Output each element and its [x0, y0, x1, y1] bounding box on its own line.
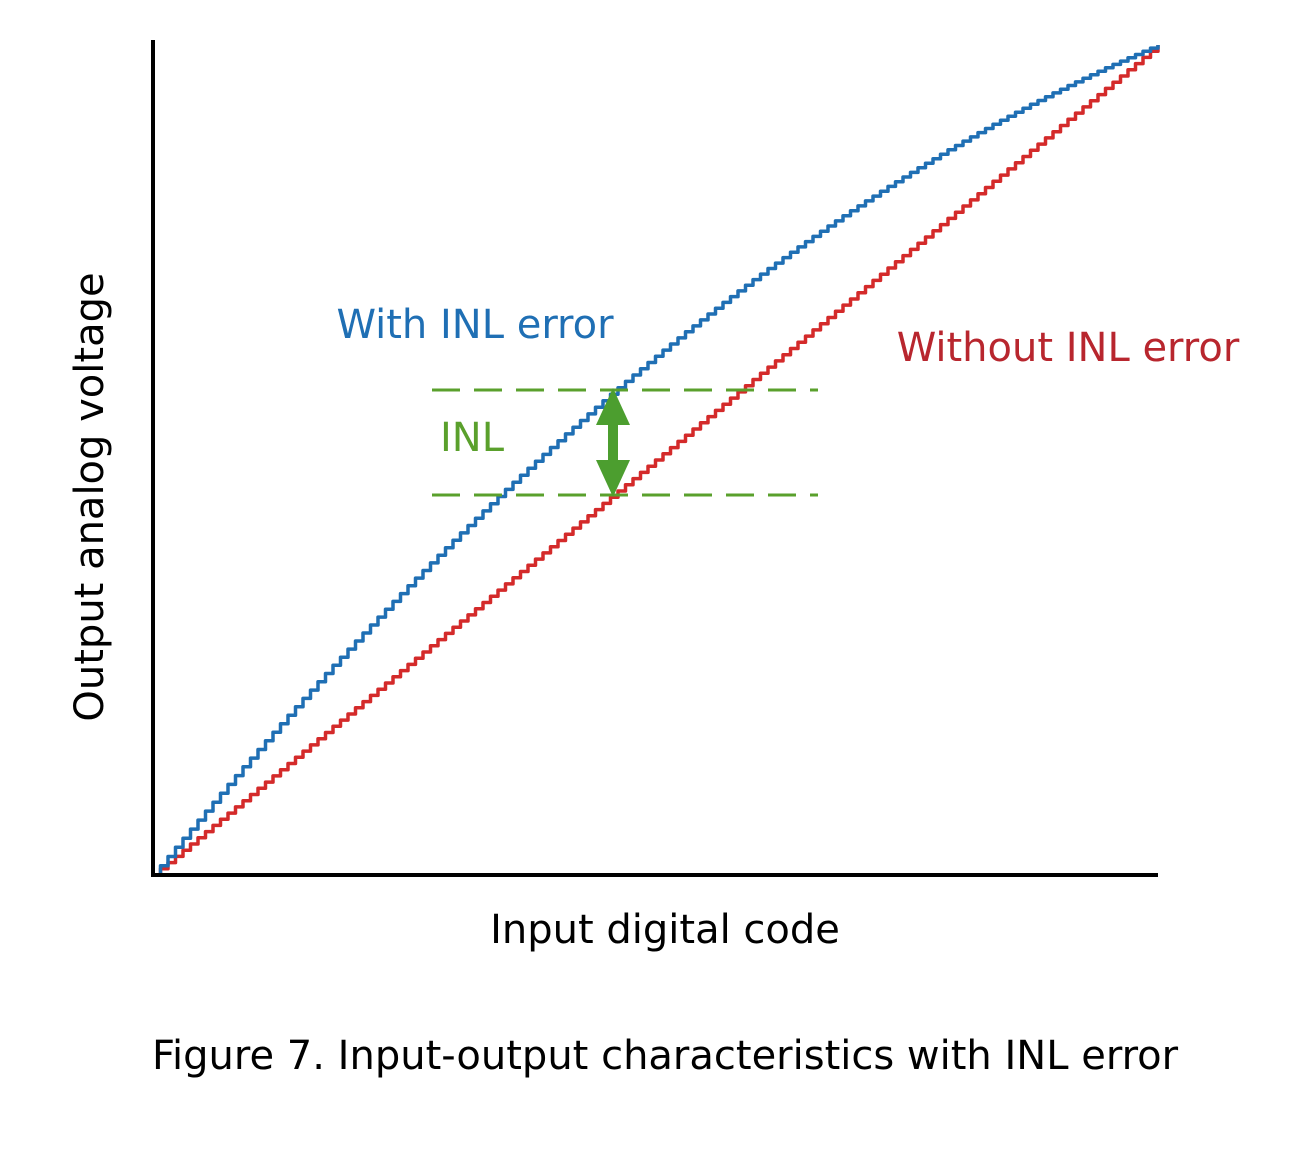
- with-inl-curve: [153, 45, 1160, 877]
- curves: [153, 45, 1160, 877]
- x-axis-label: Input digital code: [490, 907, 840, 953]
- inl-label: INL: [440, 415, 505, 461]
- without-inl-label: Without INL error: [897, 325, 1240, 371]
- y-axis-label: Output analog voltage: [67, 272, 113, 721]
- inl-arrow: [596, 388, 630, 497]
- with-inl-label: With INL error: [336, 302, 614, 348]
- without-inl-curve: [153, 45, 1160, 877]
- caption: Figure 7. Input-output characteristics w…: [152, 1033, 1179, 1079]
